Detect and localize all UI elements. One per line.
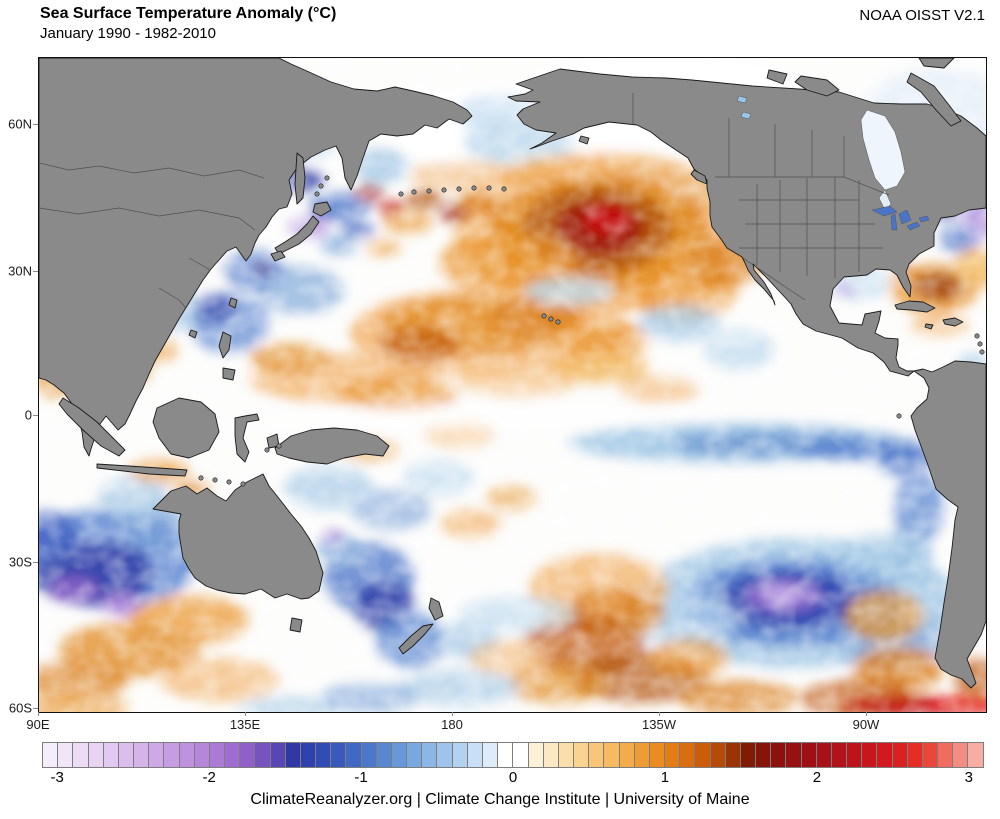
colorbar-cell — [786, 743, 802, 767]
colorbar-cell — [604, 743, 620, 767]
colorbar-cell — [649, 743, 666, 767]
colorbar-tick-label: -2 — [202, 769, 216, 786]
lat-tick-label: 60S — [8, 700, 32, 716]
colorbar-cell — [756, 743, 772, 767]
lon-tick-label: 135W — [642, 717, 677, 732]
colorbar-cell — [740, 743, 757, 767]
colorbar-cell — [437, 743, 453, 767]
lon-tick-label: 135E — [229, 717, 261, 732]
colorbar-cell — [209, 743, 226, 767]
colorbar-cell — [847, 743, 863, 767]
colorbar-cell — [346, 743, 362, 767]
colorbar-cell — [771, 743, 787, 767]
lat-tick-mark — [33, 561, 38, 563]
colorbar-cell — [907, 743, 923, 767]
colorbar-cell — [255, 743, 271, 767]
colorbar-cell — [528, 743, 544, 767]
colorbar-cell — [376, 743, 392, 767]
footer-credit: ClimateReanalyzer.org | Climate Change I… — [250, 791, 750, 808]
colorbar-cell — [892, 743, 908, 767]
colorbar-cell — [634, 743, 650, 767]
colorbar — [42, 742, 984, 768]
colorbar-cell — [574, 743, 590, 767]
colorbar-cell — [467, 743, 483, 767]
lat-tick-mark — [33, 270, 38, 272]
colorbar-cell — [725, 743, 741, 767]
colorbar-cell — [452, 743, 468, 767]
colorbar-cell — [240, 743, 256, 767]
colorbar-cell — [589, 743, 605, 767]
colorbar-tick-label: 1 — [660, 769, 670, 786]
colorbar-cell — [938, 743, 954, 767]
colorbar-cell — [134, 743, 150, 767]
colorbar-cell — [498, 743, 514, 767]
colorbar-cell — [270, 743, 286, 767]
lat-tick-label: 30S — [8, 554, 32, 570]
colorbar-cell — [862, 743, 878, 767]
lon-tick-label: 90W — [852, 717, 880, 732]
colorbar-tick-label: -3 — [50, 769, 64, 786]
lon-tick-mark — [452, 712, 454, 716]
lon-tick-mark — [865, 712, 867, 716]
lon-tick-mark — [245, 712, 246, 716]
colorbar-cell — [422, 743, 438, 767]
colorbar-cell — [391, 743, 408, 767]
colorbar-cell — [285, 743, 301, 767]
colorbar-cell — [665, 743, 681, 767]
colorbar-tick-label: 0 — [508, 769, 518, 786]
lat-tick-mark — [33, 415, 38, 417]
page-subtitle: January 1990 - 1982-2010 — [40, 25, 216, 42]
lon-tick-mark — [38, 712, 39, 716]
lat-tick-mark — [33, 708, 38, 710]
lat-tick-label: 60N — [8, 116, 32, 132]
dataset-label: NOAA OISST V2.1 — [859, 7, 985, 24]
colorbar-cell — [680, 743, 696, 767]
colorbar-tick-label: 3 — [964, 769, 973, 786]
colorbar-cell — [179, 743, 195, 767]
colorbar-cell — [331, 743, 347, 767]
colorbar-cell — [58, 743, 74, 767]
colorbar-cell — [968, 743, 983, 767]
colorbar-cell — [407, 743, 423, 767]
colorbar-cell — [619, 743, 635, 767]
lon-tick-label: 90E — [26, 717, 50, 732]
colorbar-cell — [695, 743, 711, 767]
colorbar-cell — [953, 743, 969, 767]
colorbar-cell — [118, 743, 135, 767]
colorbar-cell — [831, 743, 848, 767]
colorbar-tick-label: -1 — [354, 769, 368, 786]
colorbar-cell — [164, 743, 180, 767]
colorbar-cell — [103, 743, 119, 767]
inland-water — [736, 95, 930, 231]
colorbar-cell — [877, 743, 893, 767]
colorbar-cell — [149, 743, 165, 767]
lon-tick-label: 180 — [441, 717, 463, 732]
lon-tick-mark — [659, 712, 661, 716]
colorbar-cell — [225, 743, 241, 767]
colorbar-cell — [316, 743, 332, 767]
colorbar-cell — [43, 743, 59, 767]
colorbar-tick-label: 2 — [812, 769, 822, 786]
page-title: Sea Surface Temperature Anomaly (°C) — [40, 5, 337, 22]
colorbar-cell — [710, 743, 726, 767]
colorbar-cell — [482, 743, 499, 767]
colorbar-cell — [816, 743, 832, 767]
colorbar-cell — [801, 743, 817, 767]
colorbar-cell — [922, 743, 939, 767]
colorbar-cell — [300, 743, 317, 767]
lat-tick-label: 30N — [8, 263, 32, 279]
colorbar-cell — [543, 743, 559, 767]
pacific-sst-map — [39, 58, 986, 712]
lat-tick-mark — [33, 123, 38, 125]
colorbar-cell — [194, 743, 210, 767]
colorbar-cell — [73, 743, 89, 767]
lat-tick-label: 0 — [24, 407, 32, 423]
map-canvas — [38, 57, 987, 713]
colorbar-tick-labels: -3 -2 -1 0 1 2 3 — [42, 769, 984, 789]
colorbar-cell — [558, 743, 575, 767]
colorbar-cell — [88, 743, 104, 767]
colorbar-cell — [361, 743, 377, 767]
colorbar-cell — [513, 743, 529, 767]
